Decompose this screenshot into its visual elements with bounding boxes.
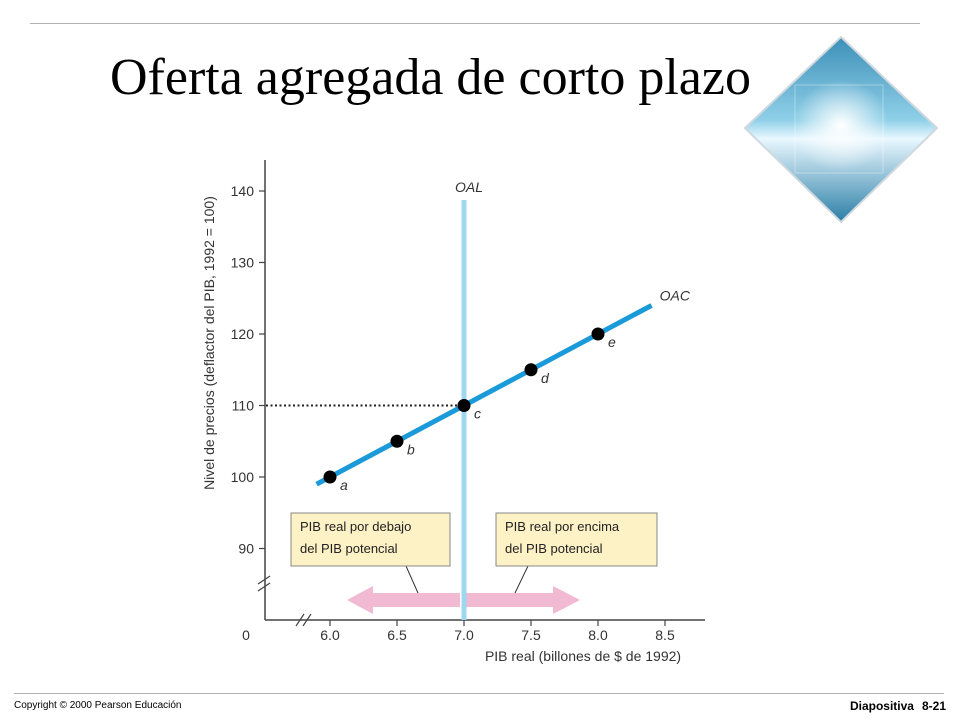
point-c [457, 399, 471, 412]
point-a [323, 470, 337, 484]
oal-label: OAL [455, 179, 483, 195]
above-potential-line-1: PIB real por encima [505, 519, 620, 534]
diamond-beach-photo-icon [743, 35, 939, 224]
below-potential-box: PIB real por debajo del PIB potencial [290, 512, 451, 594]
above-potential-box: PIB real por encima del PIB potencial [495, 512, 658, 594]
above-potential-line-2: del PIB potencial [505, 541, 603, 556]
x-tick-label: 6.5 [387, 627, 407, 643]
data-points: a b c d e [323, 327, 616, 493]
x-tick-label: 7.0 [454, 627, 474, 643]
x-ticks: 6.0 6.5 7.0 7.5 8.0 8.5 [320, 620, 675, 643]
point-label-c: c [474, 406, 481, 422]
y-tick-label: 130 [231, 255, 255, 271]
slide-number: 8-21 [921, 699, 946, 713]
point-label-a: a [340, 477, 348, 493]
y-ticks: 90 100 110 120 130 140 [231, 183, 265, 557]
arrow-right-part [466, 586, 580, 614]
oac-label: OAC [660, 287, 691, 303]
y-tick-label: 100 [231, 469, 255, 485]
point-label-b: b [407, 441, 415, 457]
slide-number-footer: Diapositiva 8-21 [842, 699, 946, 713]
point-b [390, 434, 404, 448]
x-tick-label: 8.0 [588, 627, 608, 643]
x-tick-label: 7.5 [521, 627, 541, 643]
y-tick-label: 90 [238, 541, 254, 557]
below-potential-line-2: del PIB potencial [300, 541, 398, 556]
x-axis-title: PIB real (billones de $ de 1992) [485, 648, 681, 664]
y-tick-label: 110 [232, 398, 255, 414]
top-divider [30, 23, 920, 24]
slide-title: Oferta agregada de corto plazo [110, 49, 751, 106]
bottom-divider [14, 693, 944, 694]
x-origin-label: 0 [242, 627, 250, 643]
point-d [524, 363, 538, 377]
point-e [591, 327, 605, 341]
y-tick-label: 140 [231, 183, 255, 199]
point-label-e: e [608, 334, 616, 350]
slide-label: Diapositiva [849, 699, 914, 713]
y-tick-label: 120 [231, 326, 255, 342]
y-axis-title: Nivel de precios (deflactor del PIB, 199… [201, 196, 217, 490]
x-tick-label: 8.5 [655, 627, 675, 643]
x-axis-break [295, 613, 312, 627]
x-tick-label: 6.0 [320, 627, 340, 643]
y-axis-break [257, 575, 271, 592]
below-potential-line-1: PIB real por debajo [300, 519, 411, 534]
copyright-text: Copyright © 2000 Pearson Educación [14, 700, 182, 711]
arrow-left-part [347, 586, 460, 614]
gdp-gap-arrow [347, 586, 580, 614]
point-label-d: d [541, 370, 550, 386]
